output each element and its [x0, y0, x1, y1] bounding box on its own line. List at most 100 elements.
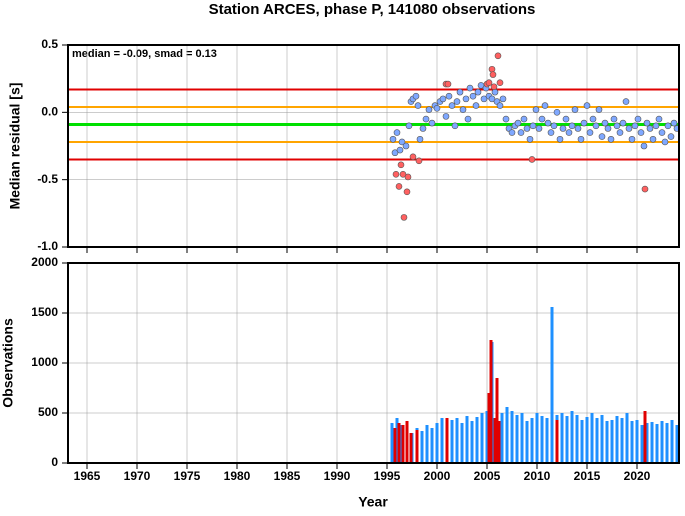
point — [433, 104, 441, 112]
bar — [670, 420, 674, 463]
bar — [675, 425, 679, 463]
point — [619, 119, 627, 127]
point — [652, 122, 660, 130]
annotation: median = -0.09, smad = 0.13 — [72, 48, 217, 60]
point — [496, 102, 504, 109]
point — [491, 88, 499, 96]
point — [462, 95, 470, 103]
point — [490, 83, 498, 91]
point — [520, 115, 528, 123]
point — [517, 129, 525, 136]
bar — [497, 421, 501, 463]
bar — [390, 423, 394, 463]
bar — [615, 416, 619, 463]
bar — [395, 418, 399, 463]
bar — [450, 420, 454, 463]
point — [392, 170, 400, 178]
bar — [550, 307, 554, 463]
point — [445, 92, 453, 100]
point — [604, 125, 612, 132]
point — [451, 122, 459, 130]
point — [664, 122, 672, 130]
point — [402, 142, 410, 150]
bar — [409, 433, 413, 463]
point — [397, 161, 405, 169]
point — [598, 133, 606, 140]
point — [613, 122, 621, 130]
bar — [630, 421, 634, 463]
point — [568, 122, 576, 130]
point — [419, 125, 427, 132]
point — [444, 80, 452, 88]
point — [514, 119, 522, 127]
y-tick-label: 500 — [38, 405, 58, 419]
bar — [405, 421, 409, 463]
point — [502, 115, 510, 123]
point — [499, 95, 507, 103]
plot-area — [390, 307, 679, 463]
bar — [560, 413, 564, 463]
point — [523, 125, 531, 132]
bar — [487, 393, 491, 463]
bar — [655, 424, 659, 463]
point — [439, 95, 447, 103]
bar — [489, 340, 493, 463]
bar — [580, 420, 584, 463]
x-tick-label: 1970 — [124, 469, 151, 483]
point — [405, 122, 413, 130]
bar — [665, 423, 669, 463]
plot-area — [68, 52, 679, 221]
bar — [493, 418, 497, 463]
y-axis-label: Observations — [0, 318, 16, 408]
point — [480, 95, 488, 103]
bar — [425, 425, 429, 463]
point — [488, 95, 496, 103]
x-tick-label: 1990 — [324, 469, 351, 483]
point — [541, 102, 549, 109]
x-tick-label: 2020 — [624, 469, 651, 483]
point — [456, 88, 464, 96]
frame — [67, 262, 680, 464]
point — [559, 125, 567, 132]
point — [553, 109, 561, 116]
point — [589, 115, 597, 123]
bar — [595, 418, 599, 463]
point — [607, 135, 615, 143]
bar — [565, 416, 569, 463]
point — [453, 98, 461, 105]
bar — [545, 418, 549, 463]
bar — [465, 416, 469, 463]
point — [640, 142, 648, 150]
bar — [650, 422, 654, 463]
point — [562, 115, 570, 123]
bar — [475, 417, 479, 463]
point — [404, 173, 412, 181]
point — [448, 102, 456, 109]
bar — [620, 418, 624, 463]
bar — [530, 418, 534, 463]
bar — [500, 413, 504, 463]
x-tick-label: 2015 — [574, 469, 601, 483]
bar — [640, 425, 644, 463]
bar — [570, 411, 574, 463]
y-tick-label: 0 — [51, 455, 58, 469]
point — [428, 119, 436, 127]
point — [670, 119, 678, 127]
bar — [470, 421, 474, 463]
point — [526, 135, 534, 143]
x-tick-label: 2005 — [474, 469, 501, 483]
x-tick-label: 1980 — [224, 469, 251, 483]
bar — [660, 421, 664, 463]
point — [508, 129, 516, 136]
point — [547, 129, 555, 136]
x-tick-label: 1965 — [74, 469, 101, 483]
bar — [445, 418, 449, 463]
bar — [645, 423, 649, 463]
point — [529, 122, 537, 130]
point — [399, 170, 407, 178]
point — [532, 106, 540, 113]
bar — [590, 413, 594, 463]
y-tick-label: 1000 — [31, 355, 58, 369]
point — [625, 125, 633, 132]
